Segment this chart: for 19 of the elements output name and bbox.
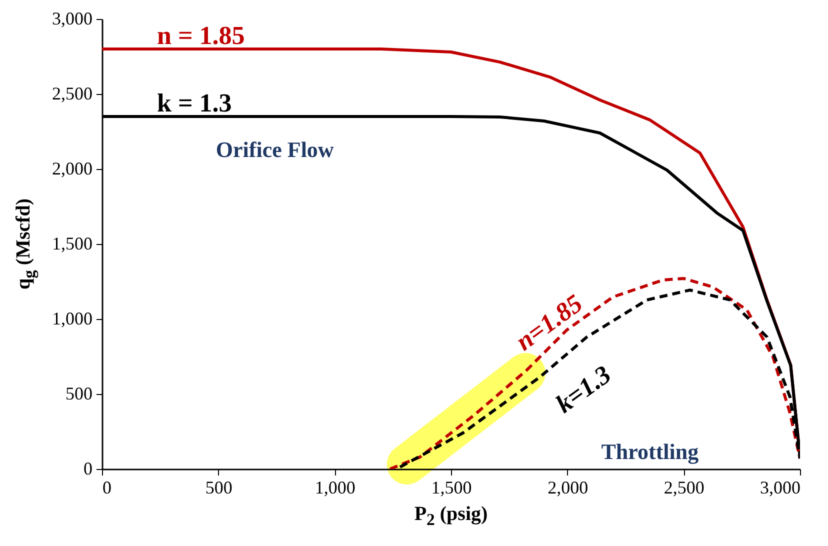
x-tick-label: 1,500 <box>431 478 472 498</box>
y-tick-label: 2,500 <box>52 84 92 104</box>
annotation: Throttling <box>601 439 699 464</box>
x-tick-label: 2,000 <box>548 478 588 498</box>
x-tick-label: 3,000 <box>760 478 800 498</box>
series-label: n = 1.85 <box>157 21 245 50</box>
x-axis-title: P$_{2}$ (psig) <box>414 503 488 530</box>
x-tick-label: 1,000 <box>314 478 356 498</box>
y-tick-label: 1,000 <box>52 308 92 328</box>
y-tick-label: 0 <box>84 458 92 478</box>
x-tick-label: 500 <box>205 478 232 498</box>
annotation: Orifice Flow <box>216 136 334 162</box>
y-tick-label: 3,000 <box>52 8 92 28</box>
series-label: k = 1.3 <box>157 88 232 118</box>
y-tick-label: 500 <box>66 384 92 404</box>
y-tick-label: 1,500 <box>52 234 92 254</box>
x-tick-label: 2,500 <box>664 478 704 498</box>
x-tick-label: 0 <box>102 478 112 498</box>
y-tick-label: 2,000 <box>52 158 92 178</box>
